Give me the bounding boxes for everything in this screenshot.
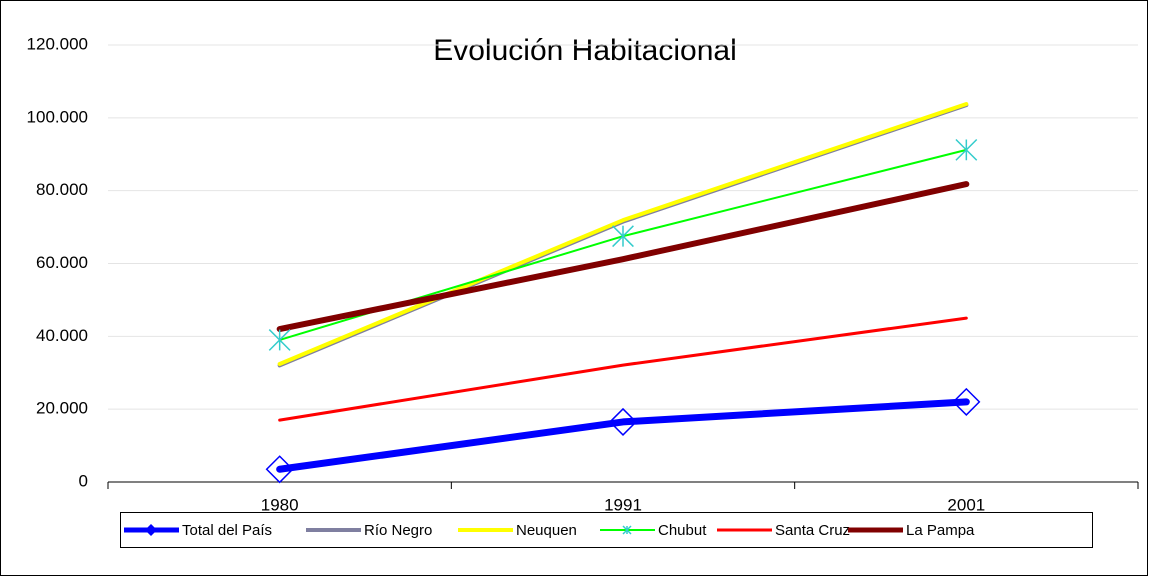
legend-label: Neuquen [516, 522, 577, 539]
legend-label: Chubut [658, 522, 707, 539]
y-tick-label: 100.000 [27, 107, 88, 126]
legend-label: Total del País [182, 522, 272, 539]
series-line [277, 101, 969, 367]
series-line [276, 398, 970, 473]
y-tick-label: 60.000 [36, 253, 88, 272]
marker [622, 525, 632, 535]
series-line [278, 316, 968, 422]
y-tick-label: 80.000 [36, 180, 88, 199]
marker [608, 407, 638, 436]
legend-label: La Pampa [906, 522, 975, 539]
chart-title: Evolución Habitacional [433, 34, 737, 67]
marker [144, 523, 158, 537]
marker [955, 138, 978, 161]
x-tick-label: 1980 [261, 495, 299, 514]
y-tick-label: 20.000 [36, 399, 88, 418]
marker [268, 329, 291, 351]
y-tick-label: 40.000 [36, 326, 88, 345]
marker [952, 387, 981, 416]
marker [265, 455, 294, 484]
y-tick-label: 0 [79, 471, 88, 490]
x-tick-label: 2001 [947, 495, 985, 514]
marker [612, 225, 634, 248]
legend-label: Santa Cruz [775, 522, 850, 539]
y-tick-label: 120.000 [27, 34, 88, 53]
series-line [276, 181, 970, 333]
legend-label: Río Negro [364, 522, 432, 539]
x-tick-label: 1991 [604, 495, 642, 514]
